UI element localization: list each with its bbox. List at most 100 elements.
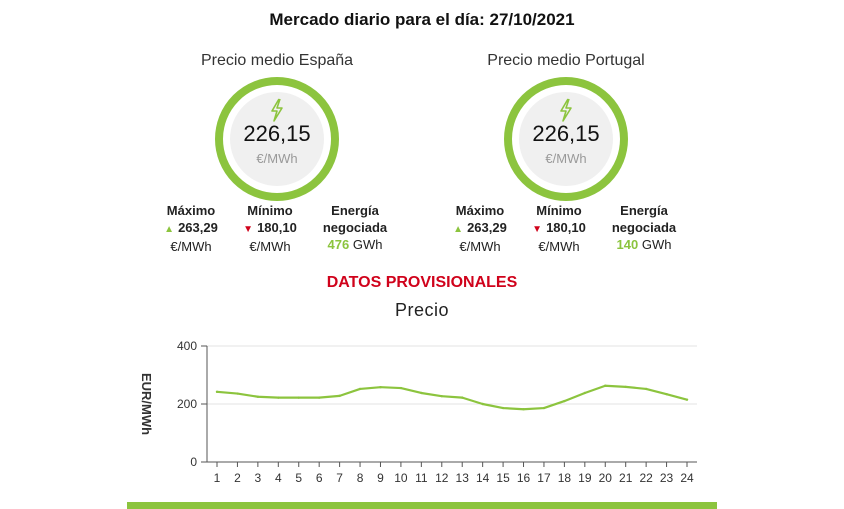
max-value: 263,29 xyxy=(467,220,507,235)
data-point xyxy=(604,384,607,387)
energy-stat: Energía negociada 140 GWh xyxy=(602,202,686,253)
data-point xyxy=(277,396,280,399)
triangle-up-icon: ▲ xyxy=(453,224,464,235)
triangle-down-icon: ▼ xyxy=(532,224,543,235)
min-unit: €/MWh xyxy=(538,239,580,254)
x-tick-label: 21 xyxy=(619,471,633,485)
max-value: 263,29 xyxy=(178,220,218,235)
x-tick-label: 11 xyxy=(415,471,428,485)
x-tick-label: 16 xyxy=(517,471,531,485)
provisional-notice: DATOS PROVISIONALES xyxy=(326,274,518,291)
x-tick-label: 8 xyxy=(357,471,364,485)
x-tick-label: 9 xyxy=(377,471,384,485)
x-tick-label: 22 xyxy=(639,471,653,485)
data-point xyxy=(215,390,219,394)
price-gauge-portugal: 226,15 €/MWh xyxy=(504,77,628,201)
data-point xyxy=(522,408,525,411)
data-point xyxy=(338,394,341,398)
data-point xyxy=(256,395,260,398)
energy-label-1: Energía xyxy=(331,203,379,218)
price-gauge-spain: 226,15 €/MWh xyxy=(215,77,339,201)
y-tick-label: 400 xyxy=(177,339,197,353)
min-label: Mínimo xyxy=(536,203,582,218)
x-tick-label: 18 xyxy=(558,471,572,485)
energy-label-1: Energía xyxy=(620,203,668,218)
x-tick-label: 5 xyxy=(295,471,302,485)
data-point xyxy=(624,385,627,389)
data-point xyxy=(563,399,566,403)
x-tick-label: 19 xyxy=(578,471,592,485)
x-tick-label: 12 xyxy=(435,471,449,485)
x-tick-label: 10 xyxy=(394,471,408,485)
x-tick-label: 15 xyxy=(496,471,510,485)
average-price-unit: €/MWh xyxy=(256,151,298,166)
data-point xyxy=(685,398,689,401)
average-price-value: 226,15 xyxy=(532,121,600,146)
gauge-inner: 226,15 €/MWh xyxy=(230,92,324,186)
max-label: Máximo xyxy=(166,203,216,218)
max-unit: €/MWh xyxy=(459,239,501,254)
region-portugal: Precio medio Portugal 226,15 €/MWh Máxim… xyxy=(446,52,686,254)
y-tick-label: 200 xyxy=(177,397,197,411)
data-point xyxy=(420,391,423,395)
energy-label-2: negociada xyxy=(322,220,388,235)
bottom-accent-bar xyxy=(127,502,717,509)
x-tick-label: 6 xyxy=(316,471,323,485)
data-point xyxy=(317,396,321,399)
min-stat: Mínimo ▼ 180,10 €/MWh xyxy=(524,202,594,255)
data-point xyxy=(358,387,362,391)
min-value: 180,10 xyxy=(546,220,586,235)
region-title-spain: Precio medio España xyxy=(200,52,354,69)
energy-value: 476 xyxy=(327,237,350,252)
max-stat: Máximo ▲ 263,29 €/MWh xyxy=(446,202,514,255)
min-stat: Mínimo ▼ 180,10 €/MWh xyxy=(235,202,305,255)
x-tick-label: 13 xyxy=(456,471,470,485)
energy-unit: GWh xyxy=(352,237,383,252)
average-price-unit: €/MWh xyxy=(545,151,587,166)
energy-label-2: negociada xyxy=(611,220,677,235)
data-point xyxy=(481,402,484,406)
data-point xyxy=(440,394,443,398)
x-tick-label: 4 xyxy=(275,471,282,485)
x-tick-label: 7 xyxy=(336,471,343,485)
triangle-down-icon: ▼ xyxy=(243,224,254,235)
lightning-bolt-icon xyxy=(271,98,283,122)
price-series-line xyxy=(215,384,689,411)
page-title: Mercado diario para el día: 27/10/2021 xyxy=(269,10,575,29)
energy-stat: Energía negociada 476 GWh xyxy=(313,202,397,253)
data-point xyxy=(379,385,382,389)
x-tick-label: 3 xyxy=(255,471,262,485)
x-tick-label: 1 xyxy=(214,471,221,485)
y-tick-label: 0 xyxy=(190,455,197,469)
data-point xyxy=(236,392,239,395)
x-tick-label: 24 xyxy=(680,471,694,485)
data-point xyxy=(583,391,587,395)
data-point xyxy=(297,396,300,399)
data-point xyxy=(665,392,668,396)
region-spain: Precio medio España 226,15 €/MWh Máximo … xyxy=(157,52,397,254)
chart-title: Precio xyxy=(394,300,450,320)
max-unit: €/MWh xyxy=(170,239,212,254)
max-label: Máximo xyxy=(455,203,505,218)
energy-unit: GWh xyxy=(641,237,672,252)
data-point xyxy=(542,406,546,410)
region-title-portugal: Precio medio Portugal xyxy=(487,52,645,69)
x-tick-label: 17 xyxy=(537,471,551,485)
min-unit: €/MWh xyxy=(249,239,291,254)
energy-value: 140 xyxy=(616,237,639,252)
x-tick-label: 23 xyxy=(660,471,674,485)
data-point xyxy=(461,396,464,399)
gauge-inner: 226,15 €/MWh xyxy=(519,92,613,186)
x-tick-label: 14 xyxy=(476,471,490,485)
max-stat: Máximo ▲ 263,29 €/MWh xyxy=(157,202,225,255)
lightning-bolt-icon xyxy=(560,98,572,122)
triangle-up-icon: ▲ xyxy=(164,224,175,235)
min-value: 180,10 xyxy=(257,220,297,235)
min-label: Mínimo xyxy=(247,203,293,218)
y-axis-label: EUR/MWh xyxy=(139,373,154,435)
x-tick-label: 2 xyxy=(234,471,241,485)
stats-portugal: Máximo ▲ 263,29 €/MWh Mínimo ▼ 180,10 €/MW… xyxy=(446,202,686,262)
data-point xyxy=(399,386,403,390)
average-price-value: 226,15 xyxy=(243,121,311,146)
